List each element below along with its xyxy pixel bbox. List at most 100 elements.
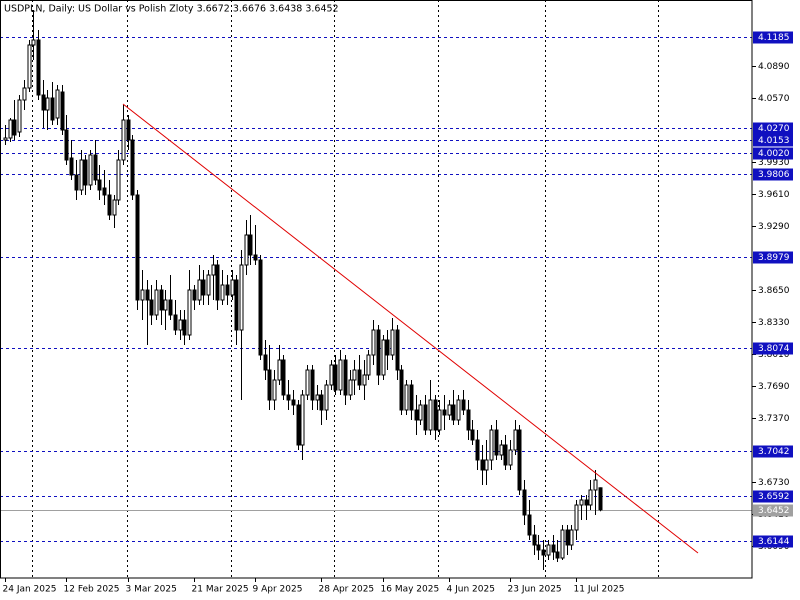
x-tick-label: 4 Jun 2025: [447, 585, 495, 595]
candle-body: [362, 374, 367, 386]
candle-body: [41, 94, 46, 111]
candle-body: [281, 359, 286, 396]
candle-body: [352, 369, 357, 381]
candle-body: [83, 159, 88, 186]
candle-body: [206, 274, 211, 296]
candle-body: [79, 159, 84, 191]
candle-body: [97, 179, 102, 191]
candle-body: [17, 99, 22, 133]
level-label-box: [753, 31, 793, 44]
level-label-box: [753, 535, 793, 548]
level-label: 4.0270: [758, 124, 790, 134]
candle-body: [197, 279, 202, 301]
candle-body: [159, 289, 164, 311]
x-tick-label: 28 Apr 2025: [319, 585, 375, 595]
level-label-box: [753, 490, 793, 503]
candle-body: [187, 289, 192, 336]
candle-body: [263, 354, 268, 371]
candle-body: [178, 319, 183, 331]
candle-body: [579, 499, 584, 506]
candle-body: [168, 299, 173, 316]
candle-body: [296, 404, 301, 446]
candle-body: [310, 369, 315, 401]
candle-body: [461, 399, 466, 411]
candle-body: [277, 359, 282, 381]
candle-body: [470, 429, 475, 441]
candle-body: [163, 299, 168, 311]
candle-body: [484, 459, 489, 471]
candle-body: [588, 489, 593, 506]
candle-body: [116, 159, 121, 201]
candle-body: [130, 139, 135, 196]
y-tick-label: 4.0890: [758, 62, 790, 72]
candle-body: [532, 534, 537, 546]
x-tick-label: 12 Feb 2025: [64, 585, 120, 595]
candle-body: [333, 364, 338, 391]
candle-body: [36, 39, 41, 96]
candle-body: [315, 394, 320, 401]
candle-body: [253, 254, 258, 261]
candle-body: [234, 279, 239, 331]
candle-body: [107, 194, 112, 216]
candle-body: [69, 157, 74, 176]
candle-body: [93, 154, 98, 181]
level-label: 4.1185: [758, 33, 790, 43]
candle-body: [565, 529, 570, 546]
candle-body: [267, 369, 272, 401]
level-label-box: [753, 168, 793, 181]
vertical-grid: [32, 0, 659, 578]
candle-body: [319, 394, 324, 411]
y-tick-label: 4.0570: [758, 94, 790, 104]
y-tick-label: 3.7370: [758, 414, 790, 424]
candle-body: [230, 279, 235, 296]
candle-body: [244, 234, 249, 266]
candle-body: [414, 409, 419, 421]
candle-body: [551, 544, 556, 553]
candle-body: [569, 529, 574, 546]
candle-body: [329, 364, 334, 386]
levels: [0, 37, 752, 542]
candle-body: [305, 369, 310, 396]
candle-body: [395, 329, 400, 371]
candle-body: [126, 119, 131, 141]
level-label-box: [753, 251, 793, 264]
x-tick-label: 23 Jun 2025: [508, 585, 562, 595]
candle-body: [50, 97, 55, 121]
candle-body: [338, 359, 343, 391]
x-tick-label: 24 Jan 2025: [3, 585, 57, 595]
chart-title: USDPLN, Daily: US Dollar vs Polish Zloty…: [4, 4, 339, 15]
candle-body: [12, 119, 17, 136]
candle-body: [27, 44, 32, 89]
level-label-box: [753, 122, 793, 135]
candle-body: [475, 439, 480, 461]
y-tick-label: 3.7690: [758, 382, 790, 392]
level-label-box: [753, 445, 793, 458]
y-tick-label: 3.9290: [758, 222, 790, 232]
candle-body: [74, 174, 79, 191]
y-tick-label: 3.9930: [758, 158, 790, 168]
candle-body: [385, 339, 390, 356]
candle-body: [220, 284, 225, 301]
candle-body: [508, 449, 513, 466]
level-label-box: [753, 342, 793, 355]
candle-body: [357, 369, 362, 386]
candle-body: [423, 404, 428, 431]
candle-body: [437, 409, 442, 431]
candle-body: [489, 429, 494, 461]
trend-line: [122, 103, 699, 554]
candle-body: [593, 479, 598, 491]
candle-body: [248, 234, 253, 256]
candle-body: [376, 329, 381, 376]
y-tick-label: 3.6730: [758, 478, 790, 488]
candle-body: [527, 514, 532, 536]
candle-body: [225, 284, 230, 296]
candle-body: [55, 89, 60, 119]
candle-body: [239, 264, 244, 331]
candle-body: [102, 187, 107, 196]
candles: [3, 10, 603, 570]
level-label-box: [753, 134, 793, 147]
candle-body: [121, 119, 126, 161]
candle-body: [22, 87, 27, 101]
level-label: 4.0153: [758, 136, 790, 146]
